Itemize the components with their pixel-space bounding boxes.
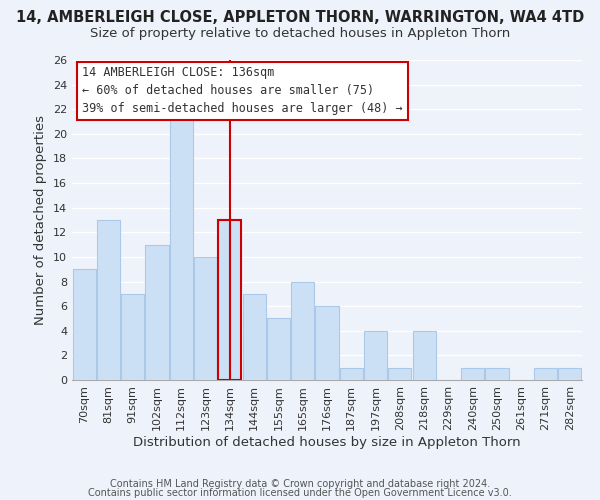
Bar bbox=[242, 294, 266, 380]
Bar bbox=[485, 368, 509, 380]
Text: 14, AMBERLEIGH CLOSE, APPLETON THORN, WARRINGTON, WA4 4TD: 14, AMBERLEIGH CLOSE, APPLETON THORN, WA… bbox=[16, 10, 584, 25]
Bar bbox=[364, 331, 387, 380]
Bar bbox=[97, 220, 120, 380]
Text: Contains public sector information licensed under the Open Government Licence v3: Contains public sector information licen… bbox=[88, 488, 512, 498]
Bar bbox=[534, 368, 557, 380]
Bar bbox=[121, 294, 144, 380]
Bar bbox=[316, 306, 338, 380]
Bar bbox=[194, 257, 217, 380]
Bar bbox=[73, 269, 95, 380]
Bar bbox=[340, 368, 363, 380]
Bar bbox=[218, 220, 241, 380]
Bar bbox=[388, 368, 412, 380]
Bar bbox=[291, 282, 314, 380]
X-axis label: Distribution of detached houses by size in Appleton Thorn: Distribution of detached houses by size … bbox=[133, 436, 521, 448]
Text: 14 AMBERLEIGH CLOSE: 136sqm
← 60% of detached houses are smaller (75)
39% of sem: 14 AMBERLEIGH CLOSE: 136sqm ← 60% of det… bbox=[82, 66, 403, 116]
Bar bbox=[267, 318, 290, 380]
Bar bbox=[461, 368, 484, 380]
Bar bbox=[145, 244, 169, 380]
Bar bbox=[170, 109, 193, 380]
Bar bbox=[413, 331, 436, 380]
Y-axis label: Number of detached properties: Number of detached properties bbox=[34, 115, 47, 325]
Text: Size of property relative to detached houses in Appleton Thorn: Size of property relative to detached ho… bbox=[90, 28, 510, 40]
Text: Contains HM Land Registry data © Crown copyright and database right 2024.: Contains HM Land Registry data © Crown c… bbox=[110, 479, 490, 489]
Bar bbox=[559, 368, 581, 380]
